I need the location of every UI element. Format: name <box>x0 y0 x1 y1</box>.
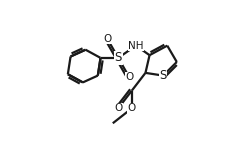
Text: O: O <box>103 34 111 44</box>
Text: S: S <box>159 69 167 82</box>
Text: S: S <box>115 51 122 64</box>
Text: O: O <box>128 103 136 113</box>
Text: O: O <box>125 72 133 82</box>
Text: O: O <box>114 103 122 113</box>
Text: NH: NH <box>128 41 144 51</box>
